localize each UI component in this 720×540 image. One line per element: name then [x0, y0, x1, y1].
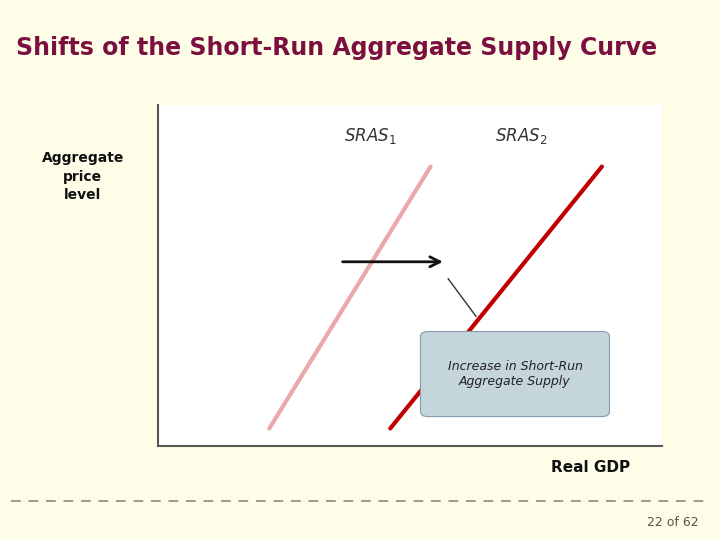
Text: Real GDP: Real GDP — [551, 460, 630, 475]
FancyBboxPatch shape — [420, 332, 609, 416]
Text: 22 of 62: 22 of 62 — [647, 516, 698, 529]
Text: $SRAS_1$: $SRAS_1$ — [344, 126, 396, 146]
Text: Shifts of the Short-Run Aggregate Supply Curve: Shifts of the Short-Run Aggregate Supply… — [16, 36, 657, 59]
Text: Increase in Short-Run
Aggregate Supply: Increase in Short-Run Aggregate Supply — [448, 360, 582, 388]
Text: $SRAS_2$: $SRAS_2$ — [495, 126, 547, 146]
Text: Aggregate
price
level: Aggregate price level — [42, 151, 124, 202]
